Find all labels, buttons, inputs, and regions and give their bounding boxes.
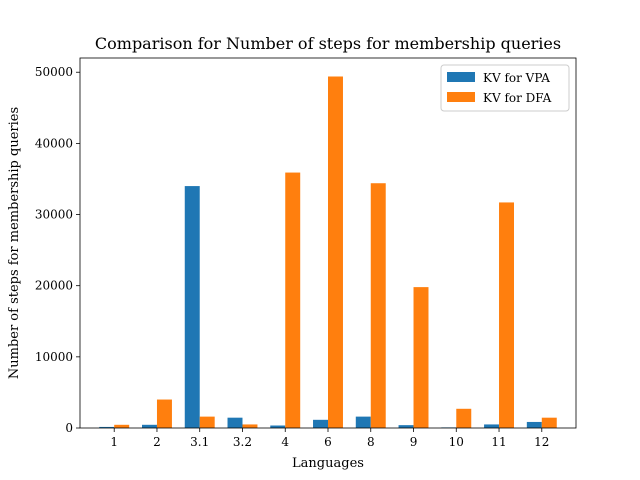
legend: KV for VPA KV for DFA xyxy=(440,64,570,112)
bar-vpa-3.2 xyxy=(227,417,243,428)
bar-dfa-2 xyxy=(156,399,172,428)
bar-dfa-1 xyxy=(114,424,130,428)
x-tick-label: 12 xyxy=(534,435,549,449)
y-axis-label: Number of steps for membership queries xyxy=(7,107,22,379)
bar-vpa-12 xyxy=(526,421,542,428)
x-tick-label: 10 xyxy=(449,435,464,449)
bar-vpa-4 xyxy=(270,425,286,428)
x-tick-label: 3.2 xyxy=(233,435,252,449)
legend-label-vpa: KV for VPA xyxy=(483,71,550,85)
bar-vpa-8 xyxy=(355,416,371,428)
x-axis-label: Languages xyxy=(292,456,364,471)
x-tick-label: 4 xyxy=(281,435,289,449)
bar-dfa-12 xyxy=(541,417,557,428)
bar-vpa-3.1 xyxy=(184,186,200,428)
bar-vpa-6 xyxy=(313,419,328,428)
x-tick-label: 2 xyxy=(153,435,161,449)
x-tick-label: 3.1 xyxy=(190,435,209,449)
bar-vpa-9 xyxy=(398,425,414,428)
legend-swatch-dfa xyxy=(447,92,475,102)
bar-vpa-1 xyxy=(99,426,115,428)
x-tick-label: 9 xyxy=(410,435,418,449)
x-tick-label: 8 xyxy=(367,435,375,449)
x-axis: 1 2 3.1 3.2 4 6 8 9 10 11 12 xyxy=(110,428,549,449)
y-axis: 0 10000 20000 30000 40000 50000 xyxy=(35,65,80,435)
y-tick-label: 30000 xyxy=(35,208,73,222)
bar-dfa-4 xyxy=(285,172,301,428)
x-tick-label: 6 xyxy=(324,435,332,449)
bar-dfa-8 xyxy=(370,183,386,428)
bar-dfa-10 xyxy=(456,408,472,428)
y-tick-label: 40000 xyxy=(35,136,73,150)
chart-title: Comparison for Number of steps for membe… xyxy=(95,34,561,53)
x-tick-label: 1 xyxy=(110,435,118,449)
bar-dfa-11 xyxy=(499,202,514,428)
x-tick-label: 11 xyxy=(491,435,506,449)
y-tick-label: 10000 xyxy=(35,350,73,364)
y-tick-label: 50000 xyxy=(35,65,73,79)
bar-vpa-2 xyxy=(142,424,157,428)
bar-dfa-3.2 xyxy=(242,424,258,428)
bars-group xyxy=(99,76,557,428)
y-tick-label: 20000 xyxy=(35,279,73,293)
bar-dfa-3.1 xyxy=(199,416,215,428)
legend-swatch-vpa xyxy=(447,72,475,82)
plot-frame xyxy=(79,57,577,429)
y-tick-label: 0 xyxy=(65,421,73,435)
bar-vpa-11 xyxy=(484,424,500,428)
bar-dfa-9 xyxy=(413,287,429,428)
legend-label-dfa: KV for DFA xyxy=(483,91,552,105)
bar-dfa-6 xyxy=(328,76,343,428)
